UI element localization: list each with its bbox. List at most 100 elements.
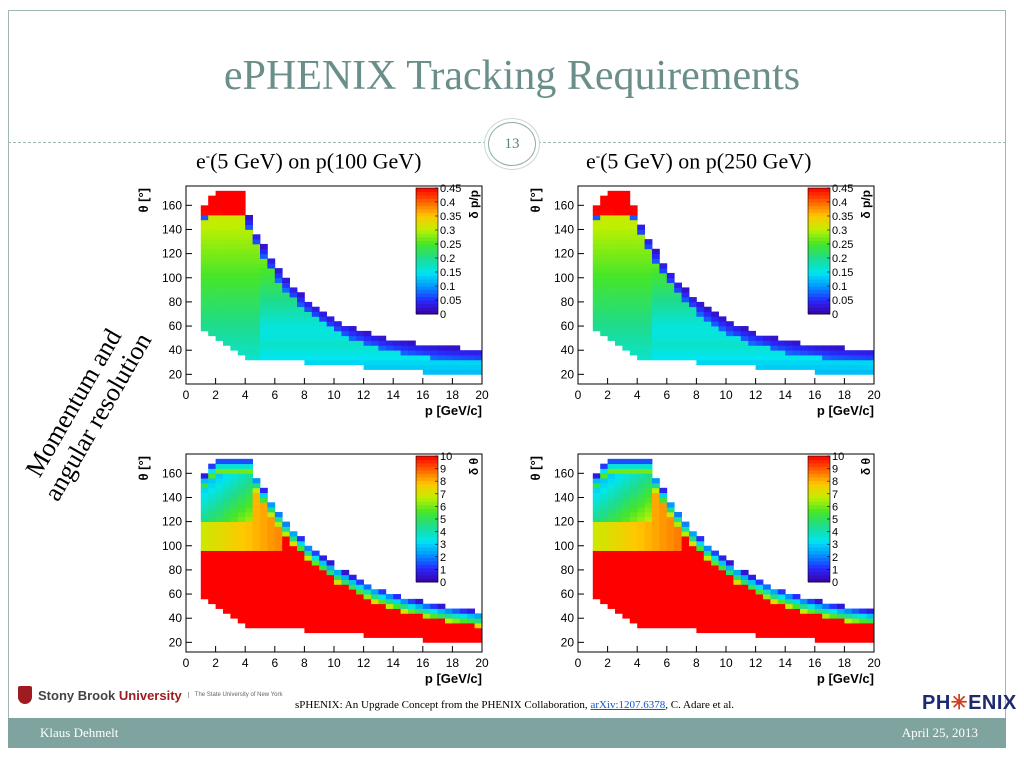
heatmap-cell <box>289 584 298 590</box>
heatmap-cell <box>659 340 668 346</box>
heatmap-cell <box>711 555 719 561</box>
heatmap-cell <box>637 594 645 600</box>
heatmap-cell <box>822 637 830 643</box>
heatmap-cell <box>592 258 601 264</box>
color-bar-swatch <box>416 578 438 583</box>
heatmap-cell <box>607 292 616 298</box>
heatmap-cell <box>274 355 283 361</box>
heatmap-cell <box>437 345 446 351</box>
heatmap-cell <box>681 321 690 327</box>
heatmap-cell <box>348 579 357 585</box>
heatmap-cell <box>297 574 305 580</box>
x-tick-label: 8 <box>693 388 700 402</box>
heatmap-cell <box>215 190 224 197</box>
heatmap-cell <box>200 492 209 498</box>
heatmap-cell <box>289 316 298 322</box>
x-tick-label: 2 <box>604 656 611 670</box>
heatmap-cell <box>223 531 231 537</box>
heatmap-cell <box>703 340 712 346</box>
heatmap-cell <box>393 603 401 609</box>
z-axis-label: δ θ <box>467 458 481 475</box>
heatmap-cell <box>689 321 697 327</box>
heatmap-cell <box>718 345 727 351</box>
color-bar-swatch <box>416 279 438 283</box>
heatmap-cell <box>652 584 660 590</box>
heatmap-cell <box>696 618 705 624</box>
heatmap-cell <box>208 316 216 322</box>
heatmap-cell <box>252 545 261 551</box>
heatmap-cell <box>629 478 638 484</box>
heatmap-cell <box>237 210 246 216</box>
heatmap-cell <box>644 589 653 595</box>
heatmap-cell <box>237 263 246 269</box>
z-tick-label: 0.15 <box>440 267 461 279</box>
heatmap-cell <box>592 229 601 235</box>
heatmap-cell <box>711 316 719 322</box>
heatmap-cell <box>267 287 276 293</box>
x-tick-label: 4 <box>634 388 641 402</box>
color-bar-swatch <box>416 526 438 530</box>
heatmap-cell <box>689 540 697 547</box>
heatmap-cell <box>260 345 268 351</box>
heatmap-cell <box>452 618 461 624</box>
heatmap-cell <box>607 473 616 479</box>
heatmap-cell <box>622 239 631 245</box>
heatmap-cell <box>755 627 764 634</box>
heatmap-cell <box>252 598 261 605</box>
heatmap-cell <box>245 316 253 322</box>
heatmap-cell <box>681 316 690 322</box>
heatmap-cell <box>607 536 616 542</box>
heatmap-cell <box>200 507 209 513</box>
heatmap-cell <box>408 355 416 361</box>
heatmap-cell <box>393 340 401 346</box>
heatmap-cell <box>260 565 268 571</box>
heatmap-cell <box>607 574 616 580</box>
heatmap-cell <box>223 292 231 298</box>
heatmap-cell <box>282 560 290 566</box>
z-axis-label: δ p/p <box>467 190 481 219</box>
heatmap-cell <box>607 550 616 556</box>
color-bar-swatch <box>416 561 438 565</box>
heatmap-cell <box>800 632 808 638</box>
heatmap-cell <box>829 345 838 351</box>
heatmap-cell <box>800 627 808 634</box>
heatmap-cell <box>208 195 216 201</box>
heatmap-cell <box>659 306 668 312</box>
heatmap-cell <box>252 263 261 269</box>
heatmap-cell <box>245 540 253 547</box>
heatmap-cell <box>615 565 623 571</box>
heatmap-cell <box>822 369 830 375</box>
heatmap-cell <box>415 613 424 619</box>
heatmap-cell <box>378 632 387 638</box>
heatmap-cell <box>615 511 623 518</box>
heatmap-cell <box>274 287 283 293</box>
heatmap-cell <box>297 350 305 356</box>
heatmap-cell <box>208 473 216 479</box>
heatmap-cell <box>666 306 675 312</box>
arxiv-link[interactable]: arXiv:1207.6378 <box>590 699 666 711</box>
heatmap-cell <box>711 579 719 585</box>
x-tick-label: 8 <box>301 388 308 402</box>
color-bar-swatch <box>808 463 830 467</box>
heatmap-cell <box>245 594 253 600</box>
heatmap-cell <box>408 359 416 366</box>
z-tick-label: 0.15 <box>832 267 853 279</box>
heatmap-cell <box>445 632 453 638</box>
heatmap-cell <box>777 340 786 346</box>
heatmap-cell <box>297 297 305 303</box>
heatmap-cell <box>237 603 246 609</box>
heatmap-cell <box>600 473 608 479</box>
heatmap-cell <box>644 492 653 498</box>
heatmap-cell <box>408 603 416 609</box>
heatmap-cell <box>400 608 409 614</box>
heatmap-cell <box>666 355 675 361</box>
heatmap-cell <box>215 243 224 250</box>
heatmap-cell <box>400 603 409 609</box>
heatmap-cell <box>703 321 712 327</box>
heatmap-cell <box>267 350 276 356</box>
z-tick-label: 0 <box>440 577 446 589</box>
heatmap-cell <box>223 205 231 211</box>
color-bar-swatch <box>808 279 830 283</box>
heatmap-cell <box>319 335 327 341</box>
heatmap-cell <box>311 594 320 600</box>
